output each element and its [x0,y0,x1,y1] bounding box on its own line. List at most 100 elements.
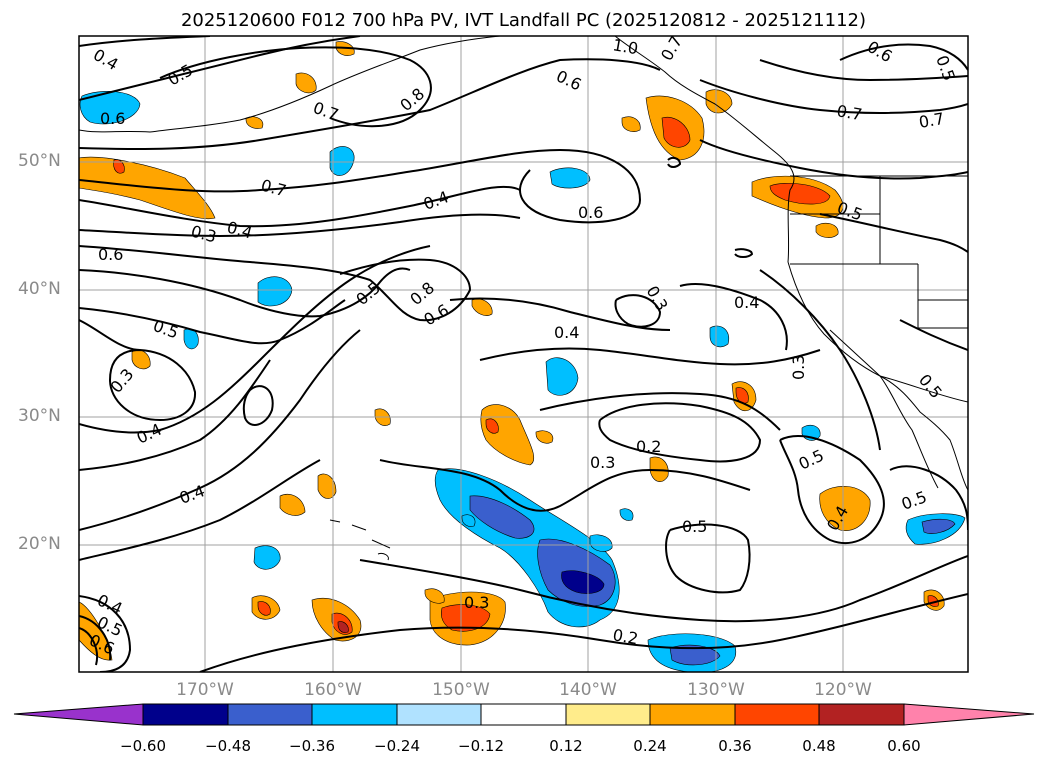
colorbar-segment [649,703,736,726]
pv-pos-area [131,349,151,370]
pv-pos-area [424,588,445,604]
lon-label-150w: 150°W [432,680,490,700]
pv-neg-area [921,518,956,534]
pv-contour-line [699,139,968,180]
colorbar-segment [818,703,905,726]
pv-contour-line [679,283,788,351]
lat-label-50n: 50°N [18,151,61,171]
pv-contour-line [479,347,821,366]
contour-label: 0.4 [94,590,125,618]
pv-neg-area [709,325,730,348]
pv-contour-line [79,245,472,322]
pv-contour-line [839,43,968,71]
contour-label: 0.3 [590,453,615,472]
contour-label: 0.3 [643,283,672,315]
contour-label: 0.6 [578,203,603,222]
contour-label: 0.4 [421,187,451,214]
colorbar-tick-label: −0.24 [374,737,420,755]
colorbar-tick-label: −0.60 [120,737,166,755]
pv-contour-line [79,627,98,666]
pv-contour-line [79,36,211,47]
pv-contour-line [159,46,432,128]
colorbar-segment [227,703,313,726]
contour-label: 0.7 [657,32,686,64]
pv-neg-area [257,276,293,307]
pv-pos-area [480,404,535,466]
pv-contour-line [79,329,361,531]
coastline-hawaii [329,519,391,561]
contour-label: 0.7 [835,101,863,124]
contour-label: 0.5 [835,198,865,225]
pv-contour-line [79,213,521,238]
pv-neg-area [561,570,605,594]
contour-label: 1.0 [611,35,639,58]
contour-label: 0.3 [189,222,219,247]
pv-pos-area [79,601,113,661]
pv-pos-area [769,182,831,205]
border-states [790,176,968,377]
pv-pos-area [485,418,499,434]
lat-label-20n: 20°N [18,534,61,554]
pv-contour-line [699,79,968,114]
border-mexico [879,375,968,403]
contour-label: 0.7 [917,109,945,132]
pv-pos-area [471,298,493,316]
pv-contour-line [759,269,881,451]
pv-contour-line [79,185,521,228]
contour-label: 0.2 [611,625,639,648]
pv-contour-line [79,299,346,345]
pv-contour-line [779,435,885,545]
pv-contour-line [79,148,642,224]
pv-contour-line [79,595,132,672]
pv-contour-line [79,58,661,151]
pv-pos-area [245,116,264,129]
colorbar [13,703,1035,726]
negative-pv-shading [79,91,966,672]
colorbar-extend-low [13,703,144,726]
contour-label: 0.2 [636,437,661,456]
colorbar-tick-label: −0.36 [289,737,335,755]
contour-label: 0.3 [464,593,489,612]
colorbar-tick-label: 0.36 [718,737,752,755]
pv-contour-line [899,319,968,351]
pv-neg-area [619,508,634,521]
colorbar-segment [142,703,229,726]
map-frame [78,35,969,673]
pv-neg-area [669,644,721,666]
pv-contour-line [539,392,781,431]
contour-label: 0.4 [134,420,165,448]
pv-contour-line [665,523,751,594]
contour-label: 0.6 [98,245,123,264]
contour-label: 0.6 [864,37,896,66]
pv-pos-area [257,601,271,616]
contour-label: 0.4 [225,218,255,243]
pv-pos-area [621,116,641,132]
pv-contours [79,36,968,672]
contour-label: 0.5 [165,60,197,89]
lat-label-30n: 30°N [18,406,61,426]
colorbar-segment [480,703,567,726]
contour-label: 0.5 [796,446,827,474]
pv-neg-area [461,514,476,527]
contour-label: 0.4 [90,45,122,74]
colorbar-segment [565,703,651,726]
contour-label: 0.5 [151,316,181,343]
pv-pos-area [661,116,691,148]
contour-label: 0.5 [899,487,929,514]
contour-label: 0.4 [734,293,759,312]
lon-label-120w: 120°W [814,680,872,700]
colorbar-tick-label: 0.60 [887,737,921,755]
contour-label: 0.4 [177,481,207,508]
pv-contour-line [614,294,662,328]
pv-neg-area [329,146,355,176]
pv-contour-line [734,248,754,258]
pv-contour-line [759,59,968,82]
contour-label: 0.5 [682,517,707,536]
colorbar-tick-label: −0.48 [205,737,251,755]
colorbar-segment [396,703,482,726]
pv-neg-area [589,534,613,552]
pv-contour-line [242,385,274,426]
pv-neg-area [549,167,591,189]
pv-contour-line [79,459,321,561]
colorbar-segment [734,703,820,726]
